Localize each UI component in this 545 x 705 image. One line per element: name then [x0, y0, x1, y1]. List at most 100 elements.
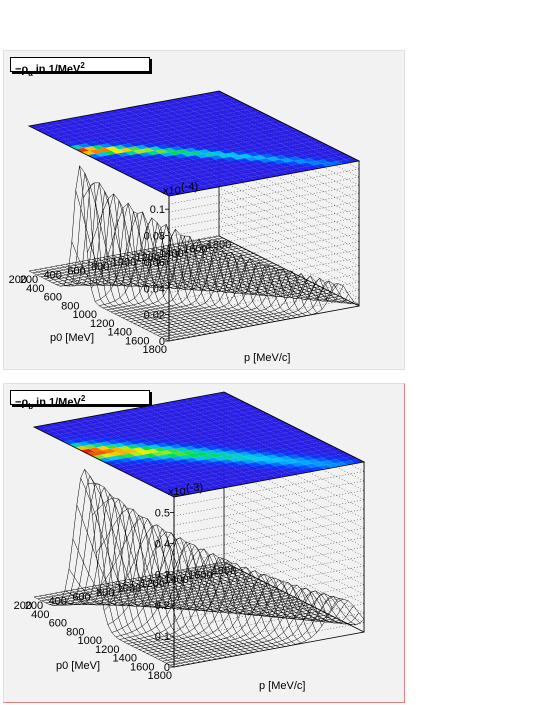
- contour-cell: [140, 163, 154, 169]
- contour-cell: [144, 155, 159, 160]
- contour-cell: [82, 118, 97, 124]
- contour-cell: [154, 165, 168, 170]
- contour-cell: [239, 137, 254, 143]
- contour-cell: [221, 128, 236, 134]
- contour-cell: [234, 118, 248, 124]
- contour-cell: [229, 469, 244, 474]
- contour-cell: [202, 466, 217, 471]
- contour-cell: [306, 149, 320, 154]
- contour-cell: [129, 467, 144, 473]
- contour-cell: [174, 403, 189, 409]
- contour-cell: [175, 431, 190, 436]
- contour-cell: [285, 459, 299, 464]
- mesh-line: [192, 240, 333, 301]
- contour-cell: [91, 128, 106, 134]
- contour-cell: [119, 457, 134, 462]
- contour-cell: [64, 142, 78, 147]
- p-tick-label: 200: [25, 600, 43, 612]
- mesh-line: [160, 573, 301, 644]
- mesh-line: [91, 528, 233, 657]
- contour-cell: [304, 153, 318, 159]
- contour-cell: [259, 451, 274, 457]
- contour-cell: [216, 109, 231, 115]
- contour-cell: [132, 165, 147, 170]
- contour-cell: [119, 131, 134, 137]
- contour-cell: [129, 451, 144, 457]
- contour-cell: [151, 435, 166, 441]
- contour-cell: [134, 427, 149, 432]
- contour-cell: [198, 475, 212, 480]
- contour-cell: [121, 469, 136, 474]
- contour-cell: [200, 112, 215, 118]
- contour-cell: [227, 473, 242, 479]
- contour-cell: [169, 178, 184, 183]
- mesh-line: [166, 245, 307, 316]
- grid-line: [218, 219, 360, 291]
- contour-cell: [159, 434, 174, 439]
- contour-cell: [84, 440, 99, 445]
- contour-cell: [256, 428, 271, 433]
- contour-cell: [245, 124, 260, 129]
- contour-cell: [103, 134, 118, 140]
- contour-cell: [308, 144, 322, 150]
- surface-mesh: [28, 165, 360, 342]
- z-tick-label: 0.04: [144, 283, 165, 295]
- contour-cell: [110, 431, 125, 436]
- mesh-line: [213, 236, 354, 305]
- contour-cell: [151, 169, 166, 175]
- contour-cell: [195, 419, 210, 425]
- contour-cell: [116, 434, 131, 439]
- contour-cell: [325, 153, 340, 159]
- contour-cell: [125, 460, 140, 465]
- contour-cell: [91, 144, 106, 150]
- contour-cell: [206, 131, 220, 137]
- contour-cell: [136, 438, 150, 444]
- contour-cell: [214, 130, 228, 135]
- contour-cell: [238, 435, 253, 441]
- contour-cell: [263, 133, 277, 138]
- contour-cell: [189, 166, 204, 172]
- contour-cell: [276, 150, 291, 156]
- contour-cell: [128, 440, 142, 445]
- contour-cell: [132, 415, 147, 420]
- contour-cell: [96, 120, 110, 125]
- contour-cell: [256, 444, 270, 449]
- contour-cell: [229, 425, 243, 430]
- contour-cell: [254, 448, 268, 454]
- contour-cell: [214, 440, 229, 445]
- contour-cell: [251, 409, 265, 414]
- mesh-line: [113, 544, 254, 653]
- contour-cell: [264, 443, 278, 448]
- contour-cell: [143, 453, 158, 458]
- contour-cell: [168, 476, 183, 481]
- contour-cell: [62, 130, 77, 135]
- contour-cell: [176, 133, 191, 138]
- contour-cell: [301, 456, 315, 461]
- contour-cell: [224, 168, 239, 173]
- contour-cell: [201, 140, 216, 145]
- contour-cell: [164, 159, 178, 164]
- contour-cell: [149, 130, 163, 135]
- contour-cell: [251, 469, 266, 474]
- contour-cell: [180, 124, 195, 129]
- contour-cell: [47, 427, 62, 432]
- contour-cell: [257, 114, 272, 119]
- mesh-line: [49, 190, 191, 338]
- contour-cell: [267, 124, 282, 129]
- contour-cell: [183, 179, 197, 185]
- contour-cell: [181, 434, 196, 439]
- contour-cell: [333, 152, 348, 157]
- contour-cell: [159, 124, 173, 129]
- contour-cell: [201, 172, 215, 178]
- contour-cell: [278, 146, 293, 151]
- contour-cell: [94, 450, 109, 455]
- contour-cell: [279, 440, 294, 445]
- contour-cell: [97, 131, 112, 137]
- contour-cell: [184, 457, 199, 462]
- contour-cell: [177, 427, 192, 432]
- contour-cell: [227, 397, 242, 403]
- contour-cell: [181, 168, 196, 173]
- contour-cell: [42, 126, 57, 131]
- contour-cell: [139, 445, 154, 451]
- contour-cell: [216, 467, 230, 473]
